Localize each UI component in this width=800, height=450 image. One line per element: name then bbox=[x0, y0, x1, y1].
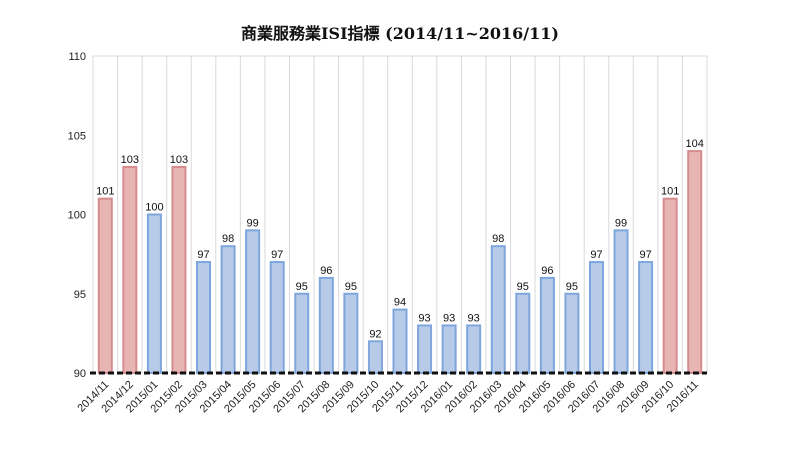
bar bbox=[638, 261, 654, 374]
chart-title: 商業服務業ISI指標 (2014/11~2016/11) bbox=[241, 24, 559, 43]
bar bbox=[613, 229, 629, 374]
data-label: 97 bbox=[197, 249, 209, 261]
y-tick-label: 110 bbox=[68, 51, 86, 63]
data-label: 99 bbox=[615, 217, 627, 229]
bar bbox=[588, 261, 604, 374]
bar bbox=[515, 292, 531, 374]
bar bbox=[220, 245, 236, 374]
data-label: 97 bbox=[639, 249, 651, 261]
bar bbox=[97, 197, 113, 374]
y-tick-label: 105 bbox=[68, 130, 86, 142]
bar bbox=[343, 292, 359, 374]
data-label: 93 bbox=[443, 312, 455, 324]
data-label: 93 bbox=[418, 312, 430, 324]
data-label: 99 bbox=[247, 217, 259, 229]
bar bbox=[269, 261, 285, 374]
bar bbox=[466, 324, 482, 375]
data-label: 100 bbox=[145, 202, 163, 214]
data-label: 104 bbox=[686, 138, 704, 150]
data-label: 92 bbox=[369, 328, 381, 340]
bar bbox=[490, 245, 506, 374]
data-label: 95 bbox=[517, 281, 529, 293]
bar bbox=[662, 197, 678, 374]
bar bbox=[146, 213, 162, 374]
bar bbox=[171, 165, 187, 374]
data-label: 95 bbox=[345, 281, 357, 293]
bar bbox=[122, 165, 138, 374]
bar bbox=[417, 324, 433, 375]
bar bbox=[564, 292, 580, 374]
data-label: 103 bbox=[170, 154, 188, 166]
bar bbox=[687, 150, 703, 374]
y-tick-label: 90 bbox=[74, 368, 86, 380]
data-label: 97 bbox=[590, 249, 602, 261]
data-label: 98 bbox=[222, 233, 234, 245]
bar bbox=[441, 324, 457, 375]
bar bbox=[539, 276, 555, 374]
data-label: 93 bbox=[468, 312, 480, 324]
data-label: 95 bbox=[296, 281, 308, 293]
bar bbox=[392, 308, 408, 375]
y-tick-label: 95 bbox=[74, 289, 86, 301]
bar bbox=[294, 292, 310, 374]
data-label: 96 bbox=[541, 265, 553, 277]
data-label: 94 bbox=[394, 297, 406, 309]
bar bbox=[245, 229, 261, 374]
data-label: 97 bbox=[271, 249, 283, 261]
data-label: 103 bbox=[121, 154, 139, 166]
data-label: 101 bbox=[96, 186, 114, 198]
y-tick-label: 100 bbox=[68, 210, 86, 222]
data-label: 96 bbox=[320, 265, 332, 277]
data-label: 95 bbox=[566, 281, 578, 293]
bar bbox=[318, 276, 334, 374]
bar bbox=[196, 261, 212, 374]
data-label: 98 bbox=[492, 233, 504, 245]
data-label: 101 bbox=[661, 186, 679, 198]
bar bbox=[367, 340, 383, 374]
